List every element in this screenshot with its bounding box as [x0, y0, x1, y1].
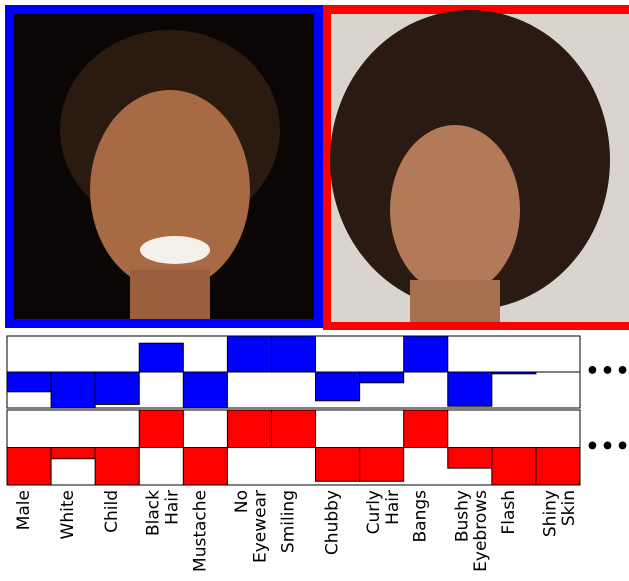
bar	[447, 371, 493, 407]
bar	[226, 335, 272, 373]
photo-left	[5, 5, 323, 328]
photo-right	[323, 5, 629, 330]
bar	[226, 409, 272, 448]
x-tick-label: ShinySkin	[540, 490, 579, 537]
bar	[447, 447, 493, 469]
bar	[270, 409, 317, 448]
x-tick-label: Smiling	[279, 490, 299, 553]
bar	[138, 342, 184, 373]
panel-frame	[6, 335, 581, 409]
x-tick-label: CurlyHair	[364, 490, 403, 534]
x-tick-label: White	[58, 490, 78, 539]
bar	[315, 371, 361, 402]
bar	[50, 447, 96, 460]
bar	[359, 447, 405, 482]
panel-frame	[6, 409, 581, 486]
x-tick-label: Mustache	[190, 490, 210, 572]
x-tick-label: Chubby	[323, 490, 343, 555]
x-tick-label: Male	[14, 490, 34, 530]
x-tick-label: BlackHair	[144, 490, 183, 536]
x-tick-label: Child	[102, 490, 122, 533]
bar	[94, 447, 140, 486]
x-tick-label: NoEyewear	[232, 490, 271, 563]
bar	[6, 371, 52, 393]
bar	[6, 447, 52, 486]
bar	[535, 447, 581, 486]
bar	[315, 447, 361, 482]
x-tick-label: Bangs	[411, 490, 431, 543]
bar	[94, 371, 140, 405]
x-tick-label: BushyEyebrows	[452, 490, 491, 572]
bar	[270, 335, 317, 373]
bar	[403, 409, 449, 448]
bar	[50, 371, 96, 409]
bar	[403, 335, 449, 373]
continuation-dots: •••	[585, 435, 629, 460]
bar	[138, 409, 184, 448]
continuation-dots: •••	[585, 359, 629, 384]
bar	[359, 371, 405, 384]
bar	[182, 447, 228, 486]
bar	[182, 371, 228, 409]
bar	[491, 447, 537, 486]
x-tick-label: Flash	[499, 490, 519, 535]
